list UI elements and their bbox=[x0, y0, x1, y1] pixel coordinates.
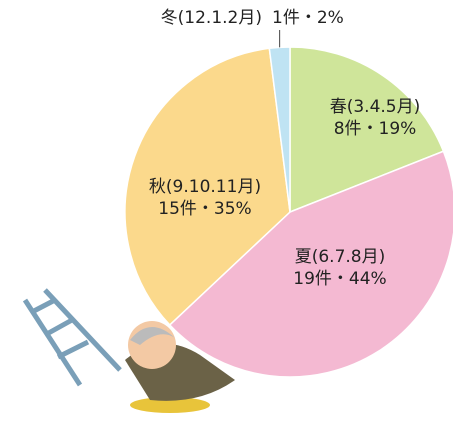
chart: 春(3.4.5月)8件・19% 夏(6.7.8月)19件・44% 秋(9.10.11… bbox=[0, 0, 453, 425]
slice-label: 秋(9.10.11月) bbox=[149, 177, 261, 197]
value-label: 8件・19% bbox=[334, 119, 417, 139]
value-label: 15件・35% bbox=[158, 199, 251, 219]
value-label: 1件・2% bbox=[272, 8, 344, 28]
value-label: 19件・44% bbox=[293, 269, 386, 289]
slice-label: 夏(6.7.8月) bbox=[295, 247, 386, 267]
slice-label: 春(3.4.5月) bbox=[330, 97, 421, 117]
slice-label: 冬(12.1.2月) bbox=[161, 8, 262, 28]
